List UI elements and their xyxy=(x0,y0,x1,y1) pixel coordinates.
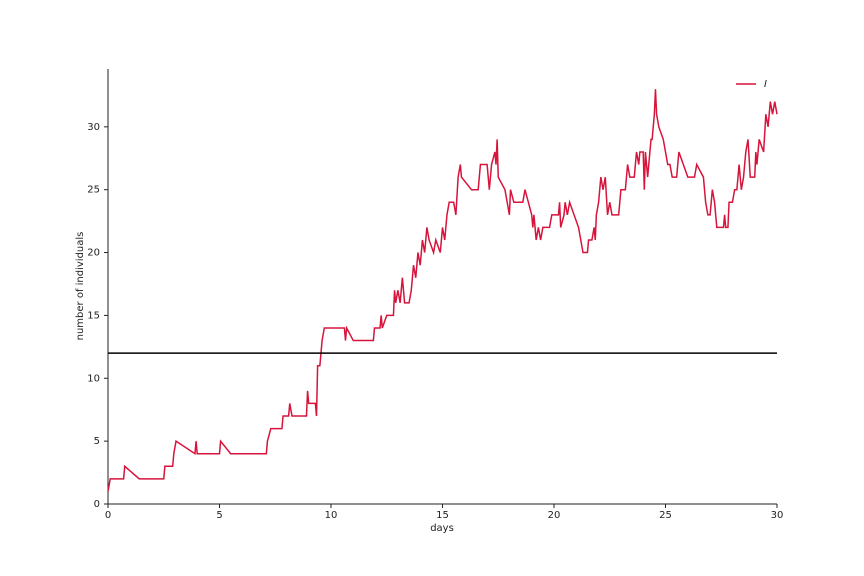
y-tick-label: 30 xyxy=(87,122,100,133)
x-tick-label: 5 xyxy=(216,510,222,521)
x-tick-label: 20 xyxy=(548,510,561,521)
y-tick-label: 15 xyxy=(87,310,100,321)
x-tick-label: 15 xyxy=(436,510,449,521)
y-tick-label: 5 xyxy=(94,436,100,447)
y-tick-label: 0 xyxy=(94,499,100,510)
x-tick-label: 25 xyxy=(659,510,672,521)
y-tick-label: 20 xyxy=(87,248,100,259)
x-tick-label: 10 xyxy=(325,510,338,521)
data-line xyxy=(107,89,778,492)
legend-label: I xyxy=(764,79,767,90)
y-tick-label: 10 xyxy=(87,373,100,384)
y-axis-label: number of individuals xyxy=(75,232,86,341)
x-tick-label: 30 xyxy=(771,510,784,521)
x-axis-label: days xyxy=(430,523,454,534)
x-tick-label: 0 xyxy=(105,510,111,521)
y-tick-label: 25 xyxy=(87,185,100,196)
